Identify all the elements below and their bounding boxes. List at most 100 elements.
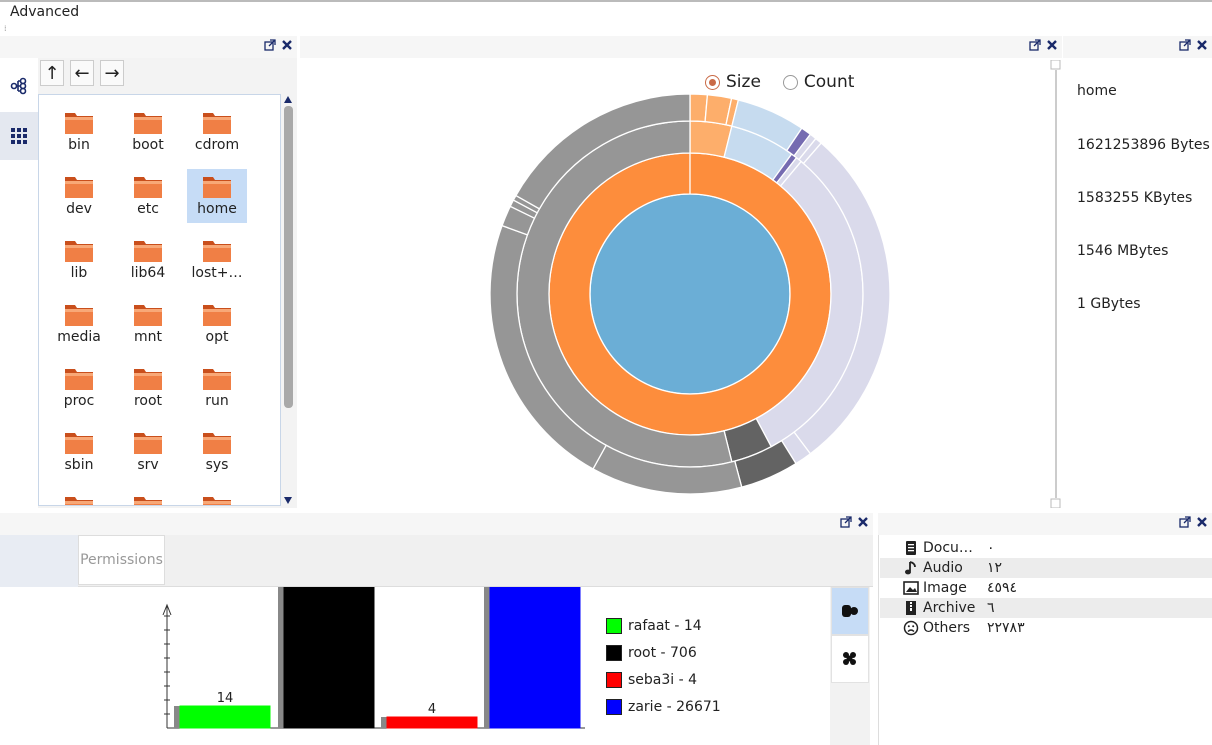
folder-item[interactable]: srv (118, 425, 178, 479)
legend-label: zarie - 26671 (628, 698, 721, 715)
sunburst-center[interactable] (589, 193, 791, 395)
file-type-count: ٤٥٩٤ (987, 580, 1018, 596)
folder-icon (134, 113, 162, 134)
folder-label: lib64 (130, 265, 166, 281)
file-type-row[interactable]: Image ٤٥٩٤ (880, 578, 1212, 598)
tab-permissions[interactable]: Permissions (78, 535, 165, 585)
folder-item[interactable]: lib (49, 233, 109, 287)
sunburst-chart[interactable] (300, 58, 1060, 510)
folder-item[interactable]: sbin (49, 425, 109, 479)
folder-icon (65, 497, 93, 505)
explorer-nav: ↑ ← → (40, 60, 124, 94)
group-tab[interactable] (831, 635, 869, 683)
bar-zarie[interactable] (489, 587, 581, 729)
count-radio-label[interactable]: Count (803, 72, 855, 92)
scroll-track (1055, 70, 1057, 498)
back-button[interactable]: ← (70, 60, 94, 86)
grid-view-tab[interactable] (0, 112, 38, 160)
file-type-name: Archive (923, 600, 976, 616)
explorer-view-tabs (0, 58, 38, 508)
folder-item[interactable]: lost+… (187, 233, 247, 287)
menu-advanced[interactable]: Advanced (10, 4, 80, 20)
folder-item[interactable]: boot (118, 105, 178, 159)
legend-swatch (606, 698, 622, 715)
bar-root[interactable] (283, 587, 375, 729)
document-icon (906, 541, 916, 555)
close-icon[interactable] (1046, 39, 1058, 51)
folder-item[interactable]: root (118, 361, 178, 415)
explorer-dock-header (0, 36, 297, 58)
close-icon[interactable] (857, 516, 869, 528)
explorer-scrollbar[interactable] (281, 94, 295, 506)
folder-icon (203, 433, 231, 454)
file-type-count: ٢٢٧٨٣ (987, 620, 1025, 636)
file-type-name: Others (923, 620, 971, 636)
folder-item[interactable]: bin (49, 105, 109, 159)
folder-label: opt (205, 329, 229, 345)
file-type-row[interactable]: Audio ١٢ (880, 558, 1212, 578)
folder-label: etc (137, 201, 159, 217)
folder-item[interactable]: media (49, 297, 109, 351)
folder-label: home (197, 201, 237, 217)
bar-seba3i[interactable] (386, 716, 478, 729)
tree-icon (10, 77, 27, 95)
file-type-row[interactable]: Docu… ٠ (880, 538, 1212, 558)
size-radio[interactable] (705, 74, 720, 90)
file-type-row[interactable]: Archive ٦ (880, 598, 1212, 618)
up-button[interactable]: ↑ (40, 60, 64, 86)
folder-item[interactable]: dev (49, 169, 109, 223)
sunburst-scrollbar[interactable] (1050, 60, 1062, 508)
folder-label: media (57, 329, 101, 345)
folder-item[interactable]: mnt (118, 297, 178, 351)
folder-item[interactable]: cdrom (187, 105, 247, 159)
tree-view-tab[interactable] (0, 62, 38, 110)
folder-icon (203, 497, 231, 505)
scroll-down-icon[interactable] (284, 497, 292, 504)
close-icon[interactable] (281, 39, 293, 51)
count-radio[interactable] (782, 74, 798, 90)
sad-face-icon (903, 620, 919, 636)
legend-swatch (606, 617, 622, 634)
folder-label: mnt (134, 329, 162, 345)
info-kbytes: 1583255 KBytes (1077, 190, 1193, 206)
folder-item[interactable] (49, 489, 109, 505)
forward-button[interactable]: → (100, 60, 124, 86)
folder-item[interactable]: run (187, 361, 247, 415)
bar-shadow (278, 587, 284, 728)
file-type-row[interactable]: Others ٢٢٧٨٣ (880, 618, 1212, 638)
bar-data-label: 14 (217, 691, 234, 706)
folder-icon (134, 497, 162, 505)
sunburst-ring3-segment[interactable] (515, 93, 691, 210)
scrollbar-thumb[interactable] (284, 106, 293, 408)
tab-owners[interactable] (0, 535, 78, 587)
undock-icon[interactable] (264, 39, 276, 51)
folder-item[interactable] (118, 489, 178, 505)
close-icon[interactable] (1196, 39, 1208, 51)
bar-rafaat[interactable] (179, 705, 271, 729)
undock-icon[interactable] (1179, 39, 1191, 51)
scroll-up-icon[interactable] (284, 96, 292, 103)
legend-item: seba3i - 4 (606, 666, 721, 693)
bar-shadow (381, 717, 387, 728)
folder-item[interactable]: sys (187, 425, 247, 479)
folder-item[interactable]: lib64 (118, 233, 178, 287)
group-icon (843, 652, 856, 665)
explorer-panel: ↑ ← → bin boot cdrom dev etc home lib lib64 lost… (0, 58, 297, 508)
folder-item[interactable]: etc (118, 169, 178, 223)
folder-label: boot (132, 137, 164, 153)
folder-icon (134, 369, 162, 390)
sunburst-panel (300, 58, 1060, 510)
folder-item[interactable]: opt (187, 297, 247, 351)
folder-icon (134, 241, 162, 262)
folder-item[interactable]: proc (49, 361, 109, 415)
undock-icon[interactable] (840, 516, 852, 528)
user-tab[interactable] (831, 587, 869, 635)
folder-item[interactable] (187, 489, 247, 505)
undock-icon[interactable] (1179, 516, 1191, 528)
folder-item[interactable]: home (187, 169, 247, 223)
undock-icon[interactable] (1029, 39, 1041, 51)
close-icon[interactable] (1196, 516, 1208, 528)
folder-icon (203, 305, 231, 326)
file-type-count: ١٢ (987, 560, 1003, 576)
size-radio-label[interactable]: Size (726, 72, 761, 92)
